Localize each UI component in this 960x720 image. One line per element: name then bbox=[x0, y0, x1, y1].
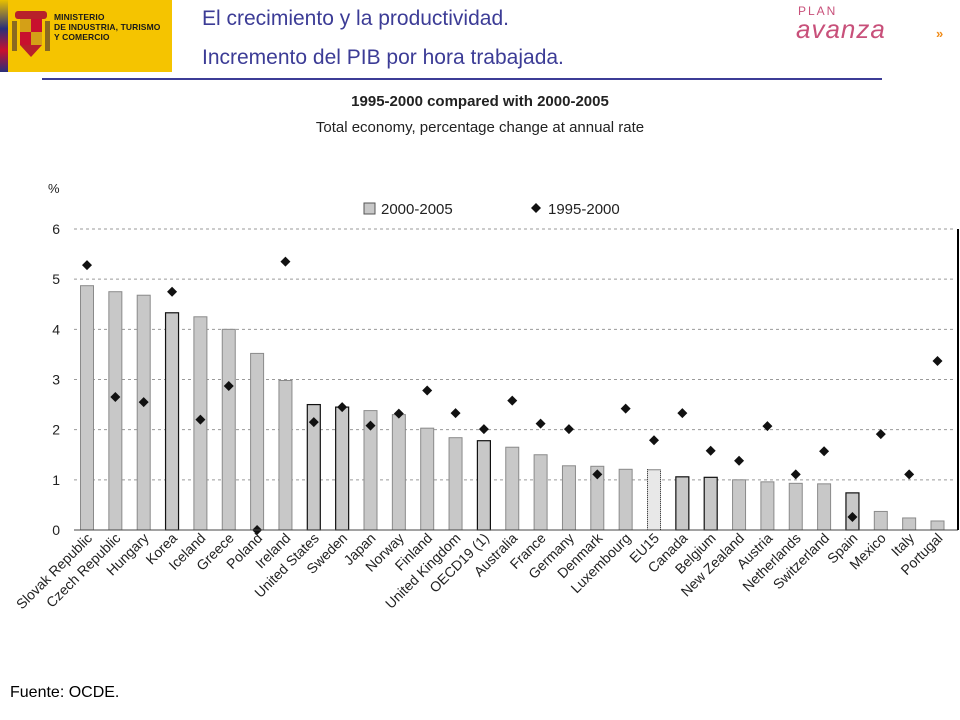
bar bbox=[675, 476, 690, 531]
brand-avanza-text: avanza bbox=[796, 14, 886, 44]
marker bbox=[450, 408, 461, 419]
bar bbox=[476, 440, 491, 531]
y-tick-label: 0 bbox=[52, 522, 60, 538]
bar bbox=[136, 294, 151, 531]
bar bbox=[930, 520, 945, 531]
marker bbox=[308, 417, 319, 428]
bars-2000-2005 bbox=[80, 285, 945, 531]
bar bbox=[561, 465, 576, 531]
marker bbox=[563, 424, 574, 435]
ministry-line-2: DE INDUSTRIA, TURISMO bbox=[54, 22, 161, 32]
brand-mark: » bbox=[936, 26, 944, 41]
marker bbox=[875, 429, 886, 440]
bar bbox=[647, 469, 661, 531]
markers-1995-2000 bbox=[82, 256, 943, 535]
brand-plan-text: PLAN bbox=[798, 4, 838, 18]
bar bbox=[108, 291, 123, 531]
bar bbox=[80, 285, 94, 531]
ministry-name: MINISTERIO DE INDUSTRIA, TURISMO Y COMER… bbox=[54, 12, 160, 42]
bar bbox=[278, 380, 293, 531]
bar bbox=[845, 492, 860, 531]
bar bbox=[533, 454, 548, 531]
bar bbox=[448, 437, 463, 531]
marker bbox=[734, 455, 745, 466]
y-tick-label: 6 bbox=[52, 221, 60, 237]
ministry-line-1: MINISTERIO bbox=[54, 12, 105, 22]
marker bbox=[932, 355, 943, 366]
bar bbox=[250, 352, 265, 531]
marker bbox=[847, 511, 858, 522]
marker bbox=[592, 469, 603, 480]
bar bbox=[902, 517, 917, 531]
bar bbox=[164, 312, 180, 531]
marker bbox=[110, 392, 121, 403]
y-axis-label: % bbox=[48, 181, 60, 196]
bar bbox=[817, 483, 832, 531]
bar bbox=[703, 476, 718, 531]
bar bbox=[391, 414, 406, 531]
marker bbox=[507, 395, 518, 406]
marker bbox=[365, 420, 376, 431]
marker bbox=[478, 424, 489, 435]
marker bbox=[649, 435, 659, 446]
marker bbox=[82, 260, 92, 271]
flag-stripe bbox=[0, 0, 8, 72]
marker bbox=[790, 469, 801, 480]
title-underline bbox=[42, 78, 882, 80]
ministry-logo: MINISTERIO DE INDUSTRIA, TURISMO Y COMER… bbox=[0, 0, 172, 72]
bar bbox=[420, 427, 435, 531]
ministry-line-3: Y COMERCIO bbox=[54, 32, 110, 42]
productivity-chart: 1995-2000 compared with 2000-2005 Total … bbox=[13, 93, 959, 612]
chart-title: 1995-2000 compared with 2000-2005 bbox=[351, 93, 609, 110]
marker bbox=[422, 385, 433, 396]
y-tick-label: 1 bbox=[52, 472, 60, 488]
marker bbox=[280, 256, 291, 267]
grid-lines bbox=[74, 228, 954, 481]
legend-swatch-marker bbox=[531, 203, 541, 213]
source-note: Fuente: OCDE. bbox=[10, 684, 120, 701]
bar bbox=[505, 446, 520, 531]
marker bbox=[620, 403, 631, 414]
y-tick-label: 3 bbox=[52, 372, 60, 388]
slide-title-line-2: Incremento del PIB por hora trabajada. bbox=[202, 46, 564, 69]
y-axis-ticks: 0 1 2 3 4 5 6 bbox=[52, 221, 60, 538]
coat-of-arms-icon bbox=[12, 11, 50, 57]
marker bbox=[337, 402, 348, 413]
bar bbox=[732, 479, 747, 531]
legend-label-marker: 1995-2000 bbox=[548, 201, 620, 218]
marker bbox=[167, 286, 178, 297]
marker bbox=[677, 408, 688, 419]
marker bbox=[705, 445, 716, 456]
marker bbox=[393, 408, 404, 419]
marker bbox=[819, 446, 830, 457]
bar bbox=[221, 328, 236, 531]
y-tick-label: 5 bbox=[52, 271, 60, 287]
legend-label-bar: 2000-2005 bbox=[381, 201, 453, 218]
bar bbox=[618, 468, 633, 531]
marker bbox=[223, 381, 234, 392]
chart-subtitle: Total economy, percentage change at annu… bbox=[316, 119, 644, 136]
bar bbox=[335, 406, 350, 531]
bar bbox=[760, 481, 775, 531]
y-tick-label: 2 bbox=[52, 422, 60, 438]
marker bbox=[762, 421, 773, 432]
legend-swatch-bar bbox=[363, 202, 376, 215]
marker bbox=[904, 469, 915, 480]
bar bbox=[873, 510, 888, 531]
y-tick-label: 4 bbox=[52, 321, 60, 337]
chart-legend: 2000-2005 1995-2000 bbox=[363, 201, 620, 218]
bar bbox=[788, 482, 803, 531]
marker bbox=[138, 397, 149, 408]
slide-title-line-1: El crecimiento y la productividad. bbox=[202, 7, 509, 30]
marker bbox=[535, 418, 546, 429]
marker bbox=[195, 414, 206, 425]
